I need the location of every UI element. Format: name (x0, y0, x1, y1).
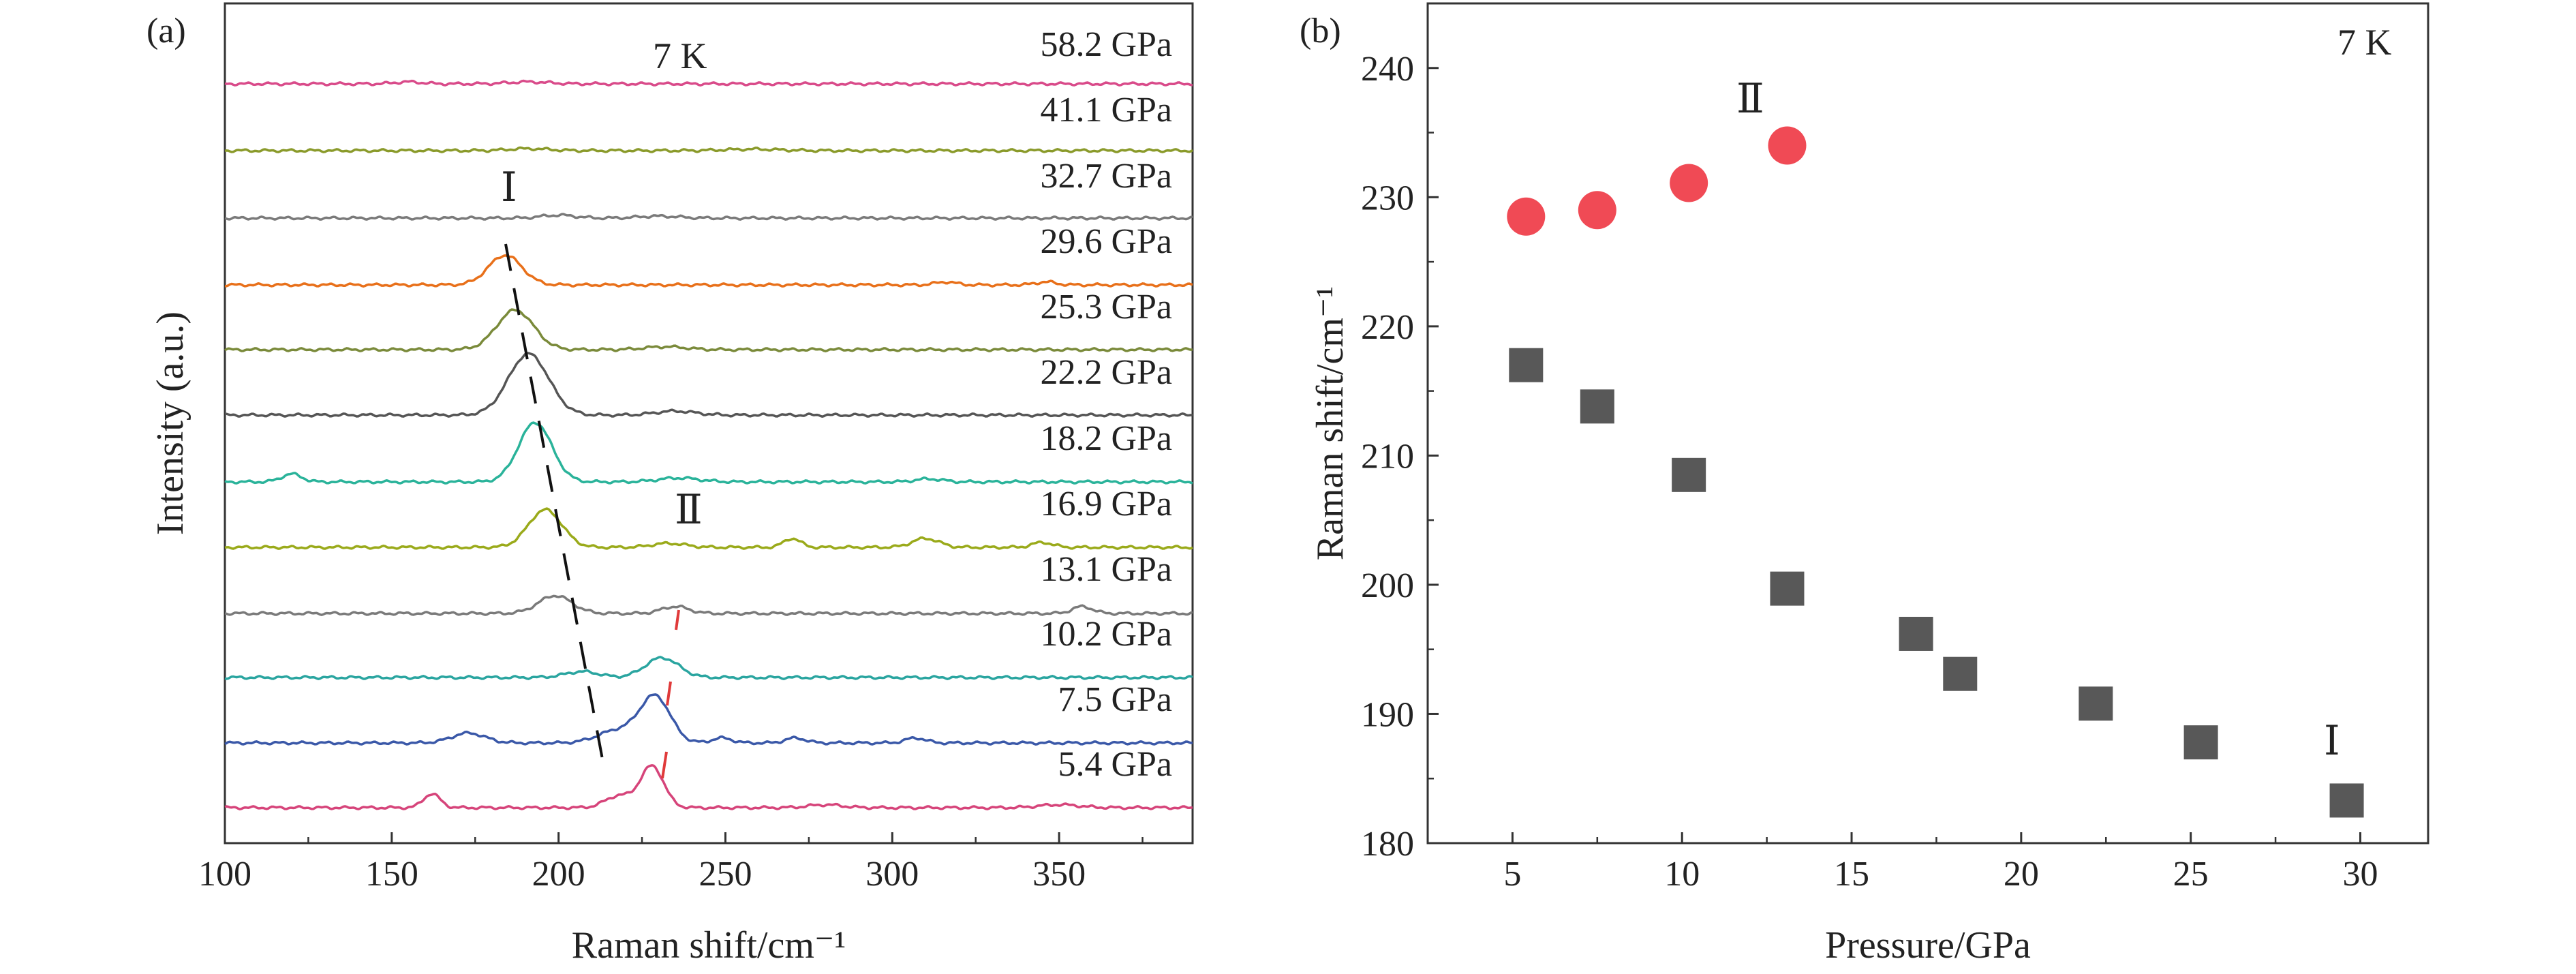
mode-I-point (1672, 457, 1706, 492)
panel-a-pressure-labels: 58.2 GPa 41.1 GPa 32.7 GPa 29.6 GPa 25.3 GPa… (1040, 25, 1172, 784)
panel-a-x-tick-label: 350 (1032, 855, 1086, 894)
panel-a-x-axis-title: Raman shift/cm⁻¹ (572, 924, 846, 967)
spectrum-line-18-2-GPa (224, 421, 1193, 485)
mode-II-point (1578, 191, 1616, 230)
panel-a-mode-I-label: Ⅰ (501, 165, 517, 210)
panel-b-temperature: 7 K (2337, 22, 2392, 63)
spectrum-line-29-6-GPa (224, 254, 1193, 288)
pressure-label: 29.6 GPa (1040, 222, 1172, 261)
panel-a-x-tick-label: 300 (865, 855, 919, 894)
spectrum-line-25-3-GPa (224, 308, 1193, 353)
pressure-label: 13.1 GPa (1040, 550, 1172, 589)
panel-b-y-tick-label: 190 (1361, 695, 1414, 734)
mode-I-point (2079, 686, 2113, 721)
panel-a-y-axis-title: Intensity (a.u.) (149, 311, 191, 535)
mode-II-marker (666, 681, 672, 706)
panel-b-x-tick-label: 15 (1834, 855, 1869, 894)
panel-b-mode-II-label: Ⅱ (1736, 76, 1764, 121)
panel-a-x-tick-label: 200 (532, 855, 585, 894)
panel-b-x-axis-title: Pressure/GPa (1825, 924, 2031, 967)
mode-I-point (1899, 616, 1933, 651)
panel-a-mode-II-label: Ⅱ (675, 487, 703, 532)
panel-b-label: (b) (1300, 12, 1341, 50)
spectrum-line-32-7-GPa (224, 213, 1193, 222)
panel-b-x-tick-label: 20 (2004, 855, 2039, 894)
panel-a-x-tick-label: 150 (365, 855, 418, 894)
mode-I-point (1770, 571, 1805, 606)
pressure-label: 10.2 GPa (1040, 615, 1172, 654)
pressure-label: 16.9 GPa (1040, 485, 1172, 523)
panel-a-label: (a) (147, 12, 186, 50)
pressure-label: 5.4 GPa (1058, 745, 1172, 784)
mode-I-point (1943, 656, 1978, 691)
mode-II-point (1670, 164, 1708, 202)
spectrum-line-41-1-GPa (224, 146, 1193, 153)
pressure-label: 18.2 GPa (1040, 419, 1172, 458)
panel-b-y-tick-label: 230 (1361, 179, 1414, 217)
spectrum-line-58-2-GPa (224, 79, 1193, 87)
panel-a-x-ticks: 100 150 200 250 300 350 (198, 832, 1144, 894)
panel-b-y-tick-label: 200 (1361, 566, 1414, 605)
mode-I-point (2329, 783, 2364, 818)
pressure-label: 22.2 GPa (1040, 353, 1172, 392)
spectrum-line-10-2-GPa (224, 656, 1193, 681)
pressure-label: 58.2 GPa (1040, 25, 1172, 64)
panel-b-x-tick-label: 30 (2342, 855, 2378, 894)
spectrum-line-22-2-GPa (224, 352, 1193, 418)
panel-b-x-tick-label: 10 (1664, 855, 1700, 894)
panel-a-mode-guides (504, 243, 680, 779)
panel-a-frame (224, 2, 1194, 844)
mode-I-point (1580, 389, 1614, 424)
panel-b-y-tick-label: 210 (1361, 437, 1414, 476)
spectrum-line-7-5-GPa (224, 693, 1193, 746)
panel-b-data-points (1507, 126, 2364, 818)
panel-a-raman-spectra: (a) 100 150 200 250 300 350 58.2 GPa 41.1 GPa 3… (147, 2, 1194, 967)
mode-II-point (1768, 126, 1807, 165)
panel-a-spectra (224, 79, 1193, 811)
mode-II-marker (661, 751, 668, 779)
panel-b-y-tick-label: 180 (1361, 825, 1414, 864)
panel-b-mode-I-label: Ⅰ (2324, 718, 2340, 763)
pressure-label: 41.1 GPa (1040, 91, 1172, 130)
pressure-label: 7.5 GPa (1058, 680, 1172, 719)
panel-b-y-tick-label: 220 (1361, 308, 1414, 347)
panel-b-y-tick-label: 240 (1361, 50, 1414, 89)
panel-b-x-ticks: 5 10 15 20 25 30 (1426, 832, 2378, 894)
panel-a-x-tick-label: 100 (198, 855, 251, 894)
spectrum-line-5-4-GPa (224, 764, 1193, 811)
panel-b-pressure-dependence: (b) 5 10 15 20 25 30 180 190 200 210 220 230 240 7 … (1300, 2, 2429, 967)
panel-a-x-tick-label: 250 (699, 855, 752, 894)
pressure-label: 32.7 GPa (1040, 157, 1172, 196)
panel-b-y-ticks: 180 190 200 210 220 230 240 (1361, 50, 1439, 864)
spectrum-line-16-9-GPa (224, 507, 1193, 551)
pressure-label: 25.3 GPa (1040, 288, 1172, 326)
panel-b-x-tick-label: 25 (2173, 855, 2209, 894)
mode-I-point (2183, 725, 2218, 760)
mode-II-point (1507, 197, 1546, 236)
panel-b-frame (1426, 2, 2429, 844)
mode-II-marker (675, 609, 680, 630)
panel-a-temperature: 7 K (653, 35, 707, 76)
mode-I-dashed-guide (504, 243, 607, 774)
panel-b-x-tick-label: 5 (1503, 855, 1521, 894)
spectrum-line-13-1-GPa (224, 594, 1193, 617)
mode-I-point (1509, 348, 1544, 382)
panel-b-y-axis-title: Raman shift/cm⁻¹ (1309, 286, 1351, 561)
